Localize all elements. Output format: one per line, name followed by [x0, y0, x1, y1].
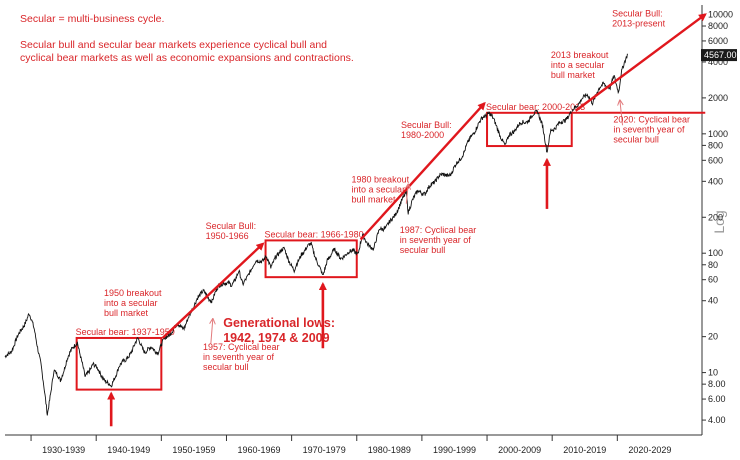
secular-bear-box — [486, 111, 573, 148]
chart-subtitle-line-2: cyclical bear markets as well as economi… — [20, 52, 354, 64]
annotation-line: secular bull — [203, 362, 249, 372]
annotation-line: Secular Bull: — [206, 221, 257, 231]
trend-arrows — [107, 13, 707, 427]
x-tick-label: 2020-2029 — [628, 445, 671, 455]
annotation-line: 2013 breakout — [551, 50, 609, 60]
annotation-line: in seventh year of — [613, 125, 685, 135]
annotation-line: into a secular — [104, 298, 158, 308]
cyclical-bear-arrow — [620, 101, 623, 126]
secular-bull-arrow — [574, 13, 707, 112]
annotation-line: in seventh year of — [400, 235, 472, 245]
secular-bear-box-label: Secular bear: 2000-2013 — [486, 102, 585, 112]
y-tick-label: 600 — [708, 155, 723, 165]
price-series — [4, 53, 629, 416]
annotation-line: into a secular — [551, 60, 605, 70]
last-value-text: 4567.00 — [704, 50, 737, 60]
x-tick-label: 1960-1969 — [238, 445, 281, 455]
y-tick-label: 2000 — [708, 93, 728, 103]
x-tick-label: 1990-1999 — [433, 445, 476, 455]
x-tick-label: 1950-1959 — [172, 445, 215, 455]
secular-bear-box — [75, 336, 163, 391]
y-tick-label: 10000 — [708, 9, 733, 19]
cyclical-bear-arrow — [406, 185, 408, 204]
annotation-line: secular bull — [613, 135, 659, 145]
secular-bull-arrow — [161, 242, 265, 339]
y-tick-label: 400 — [708, 176, 723, 186]
annotation-line: 1950-1966 — [206, 231, 249, 241]
annotation-line: 1980-2000 — [401, 130, 444, 140]
last-value-badge — [701, 49, 737, 62]
x-tick-label: 1930-1939 — [42, 445, 85, 455]
annotation-line: 1987: Cyclical bear — [400, 225, 477, 235]
y-tick-label: 6000 — [708, 36, 728, 46]
annotation-line: in seventh year of — [203, 352, 275, 362]
y-tick-label: 8000 — [708, 21, 728, 31]
generational-lows-years: 1942, 1974 & 2009 — [223, 331, 329, 345]
y-tick-label: 100 — [708, 248, 723, 258]
annotation-line: 2020: Cyclical bear — [613, 115, 690, 125]
annotation-line: bull market — [352, 195, 397, 205]
secular-bear-boxes: Secular bear: 1937-1950 Secular bear: 196… — [75, 102, 585, 391]
annotation-line: Secular Bull: — [401, 120, 452, 130]
annotation-line: bull market — [104, 308, 149, 318]
price-line — [4, 53, 629, 416]
chart-title: Secular = multi-business cycle. — [20, 13, 164, 25]
annotation-line: 1950 breakout — [104, 288, 162, 298]
annotation-line: secular bull — [400, 245, 446, 255]
x-tick-label: 2010-2019 — [563, 445, 606, 455]
annotation-line: Secular Bull: — [612, 9, 663, 19]
x-tick-label: 1980-1989 — [368, 445, 411, 455]
x-tick-label: 1970-1979 — [303, 445, 346, 455]
secular-bear-box-label: Secular bear: 1937-1950 — [76, 327, 175, 337]
annotation-line: into a secular — [352, 185, 406, 195]
secular-bear-box — [264, 239, 358, 279]
annotation-line: bull market — [551, 70, 596, 80]
annotation-line: 1957: Cyclical bear — [203, 342, 280, 352]
secular-bear-box-label: Secular bear: 1966-1980 — [265, 229, 364, 239]
y-axis-log-label: Log — [711, 210, 727, 233]
generational-lows-label: Generational lows: — [223, 316, 335, 330]
chart-subtitle-line-1: Secular bull and secular bear markets ex… — [20, 39, 327, 51]
y-tick-label: 6.00 — [708, 394, 726, 404]
x-tick-label: 1940-1949 — [107, 445, 150, 455]
y-tick-label: 20 — [708, 332, 718, 342]
cyclical-bear-arrow — [211, 319, 213, 344]
y-tick-label: 4000 — [708, 57, 728, 67]
secular-bull-arrow — [359, 101, 486, 241]
y-tick-label: 80 — [708, 260, 718, 270]
y-tick-label: 1000 — [708, 129, 728, 139]
y-tick-label: 800 — [708, 140, 723, 150]
y-tick-label: 4.00 — [708, 415, 726, 425]
y-tick-label: 8.00 — [708, 379, 726, 389]
axis-ticks: 4.006.008.001020406080100200400600800100… — [30, 9, 733, 455]
y-tick-label: 60 — [708, 275, 718, 285]
y-tick-label: 10 — [708, 368, 718, 378]
x-tick-label: 2000-2009 — [498, 445, 541, 455]
annotation-line: 2013-present — [612, 19, 666, 29]
y-tick-label: 40 — [708, 296, 718, 306]
y-tick-label: 200 — [708, 212, 723, 222]
annotation-line: 1980 breakout — [352, 175, 410, 185]
